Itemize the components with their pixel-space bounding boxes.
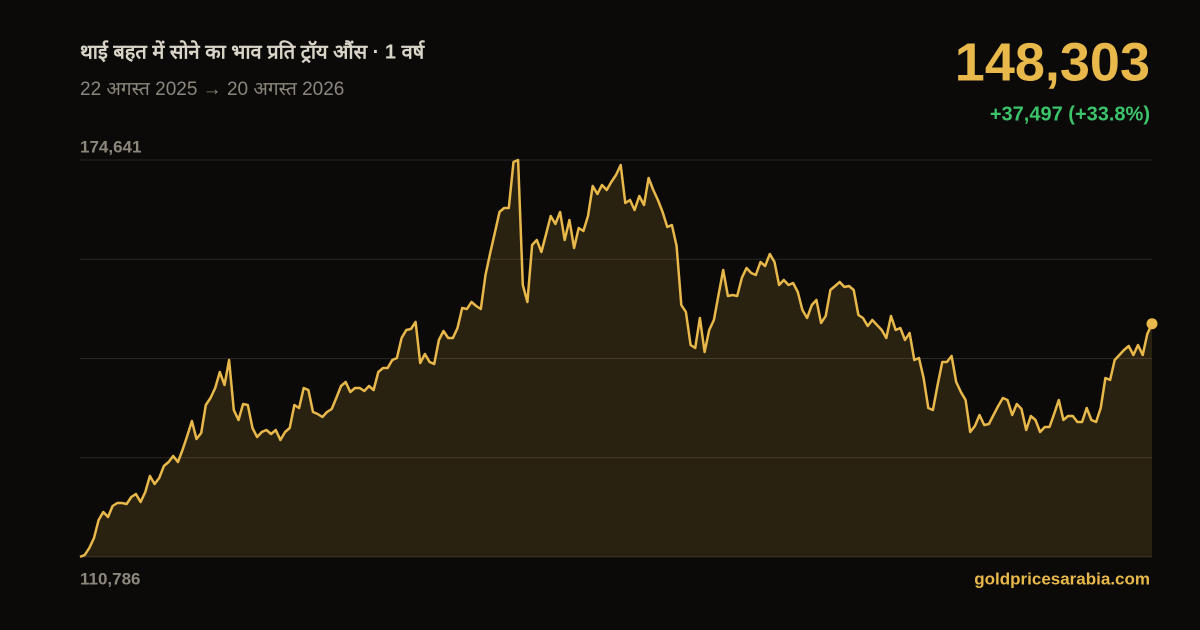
- source: goldpricesarabia.com: [974, 569, 1150, 588]
- y-tick-label: 110,786: [80, 569, 141, 588]
- chart-title: थाई बहत में सोने का भाव प्रति ट्रॉय औंस …: [80, 39, 426, 63]
- chart-subtitle: 22 अगस्त 2025 → 20 अगस्त 2026: [80, 79, 344, 100]
- current-value: 148,303: [955, 32, 1150, 92]
- last-point: [1146, 318, 1158, 330]
- y-tick-label: 174,641: [80, 137, 141, 156]
- area: [80, 160, 1152, 557]
- change: +37,497 (+33.8%): [990, 103, 1150, 125]
- line: [79, 158, 1154, 559]
